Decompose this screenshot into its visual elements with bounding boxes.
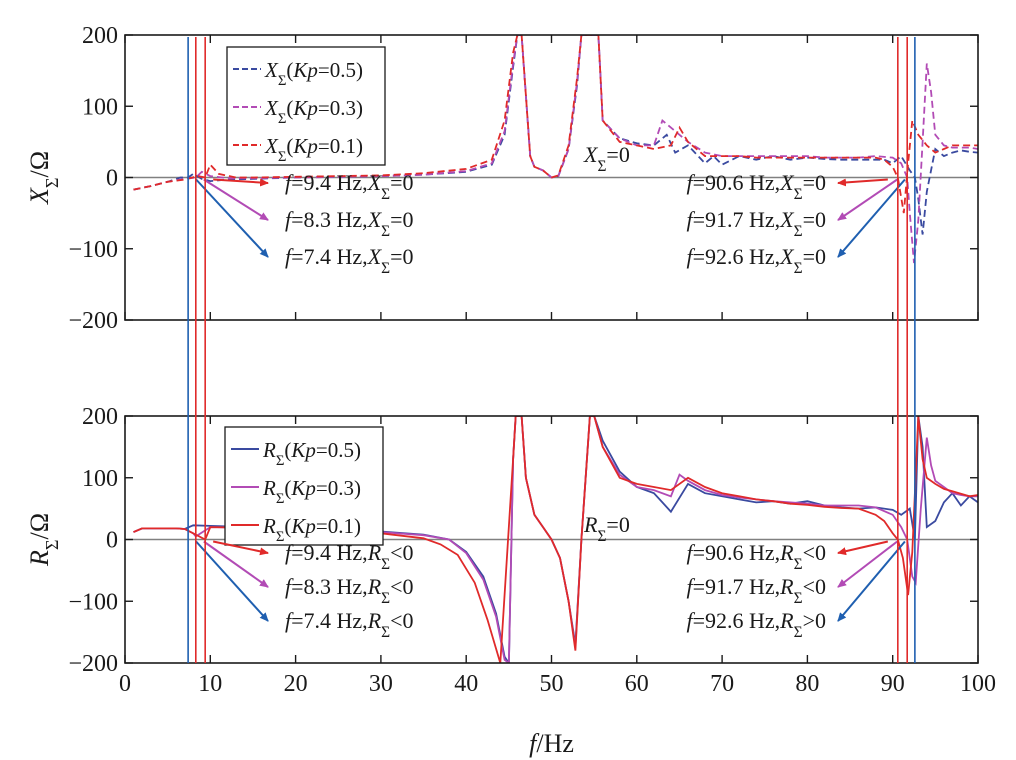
bottom-legend-entry-2: RΣ(Kp=0.1)	[262, 514, 361, 545]
bottom-annotation-label-1: f=8.3 Hz,RΣ<0	[285, 574, 414, 607]
top-series-line-2	[133, 35, 978, 214]
bottom-ytick-label: −100	[68, 589, 118, 615]
bottom-zero-label: RΣ=0	[583, 512, 630, 545]
top-annotation-arrow-0	[213, 178, 269, 187]
bottom-annotation-label-0: f=9.4 Hz,RΣ<0	[285, 540, 414, 573]
top-zero-label: XΣ=0	[583, 142, 630, 175]
top-annotation-label-4: f=91.7 Hz,XΣ=0	[686, 207, 826, 240]
top-ytick-label: 100	[82, 94, 118, 120]
bottom-annotation-label-4: f=91.7 Hz,RΣ<0	[686, 574, 826, 607]
top-ytick-label: 200	[82, 23, 118, 49]
bottom-annotation-label-3: f=90.6 Hz,RΣ<0	[686, 540, 826, 573]
bottom-annotation-arrow-5	[837, 540, 906, 622]
bottom-ylabel: RΣ/Ω	[25, 513, 62, 567]
top-annotation-label-2: f=7.4 Hz,XΣ=0	[285, 244, 414, 277]
top-ytick-label: −200	[68, 308, 118, 334]
top-annotation-arrow-2	[195, 178, 269, 258]
top-legend-entry-0: XΣ(Kp=0.5)	[264, 58, 363, 89]
bottom-ytick-label: 100	[82, 466, 118, 492]
top-annotation-label-1: f=8.3 Hz,XΣ=0	[285, 207, 414, 240]
top-annotation-label-0: f=9.4 Hz,XΣ=0	[285, 170, 414, 203]
top-series-group	[133, 35, 978, 264]
bottom-xtick-label: 0	[119, 671, 131, 697]
bottom-annotation-arrow-3	[837, 540, 889, 556]
bottom-annotation-arrow-0	[212, 540, 269, 556]
bottom-annotation-arrow-4	[837, 540, 898, 588]
top-ytick-label: −100	[68, 237, 118, 263]
top-annotation-label-5: f=92.6 Hz,XΣ=0	[686, 244, 826, 277]
bottom-xtick-label: 100	[960, 671, 996, 697]
bottom-annotation-label-2: f=7.4 Hz,RΣ<0	[285, 608, 414, 641]
top-ytick-label: 0	[106, 166, 118, 192]
bottom-annotation-arrow-2	[195, 540, 269, 622]
bottom-xtick-label: 90	[881, 671, 905, 697]
bottom-xtick-label: 10	[198, 671, 222, 697]
bottom-xtick-label: 80	[795, 671, 819, 697]
bottom-xtick-label: 70	[710, 671, 734, 697]
bottom-ytick-label: 200	[82, 404, 118, 430]
top-annotation-arrow-3	[837, 178, 888, 187]
top-legend-entry-2: XΣ(Kp=0.1)	[264, 134, 363, 165]
top-annotation-label-3: f=90.6 Hz,XΣ=0	[686, 170, 826, 203]
top-annotation-arrow-1	[203, 178, 269, 221]
top-legend-entry-1: XΣ(Kp=0.3)	[264, 96, 363, 127]
bottom-ytick-label: 0	[106, 528, 118, 554]
bottom-xtick-label: 50	[540, 671, 564, 697]
bottom-xtick-label: 20	[284, 671, 308, 697]
bottom-legend-entry-0: RΣ(Kp=0.5)	[262, 438, 361, 469]
bottom-xtick-label: 40	[454, 671, 478, 697]
top-annotation-arrow-4	[837, 178, 898, 221]
top-panel: 200 100 0 −100 −200 XΣ/Ω XΣ=0 XΣ(Kp=0.5) XΣ(Kp=0…	[25, 23, 979, 334]
bottom-annotation-arrow-1	[203, 540, 269, 588]
bottom-annotation-label-5: f=92.6 Hz,RΣ>0	[686, 608, 826, 641]
bottom-xlabel: f/Hz	[529, 729, 574, 758]
top-annotation-arrow-5	[837, 178, 906, 258]
bottom-xtick-label: 30	[369, 671, 393, 697]
bottom-ytick-label: −200	[68, 651, 118, 677]
bottom-legend-entry-1: RΣ(Kp=0.3)	[262, 476, 361, 507]
bottom-xtick-label: 60	[625, 671, 649, 697]
top-ylabel: XΣ/Ω	[25, 151, 62, 205]
